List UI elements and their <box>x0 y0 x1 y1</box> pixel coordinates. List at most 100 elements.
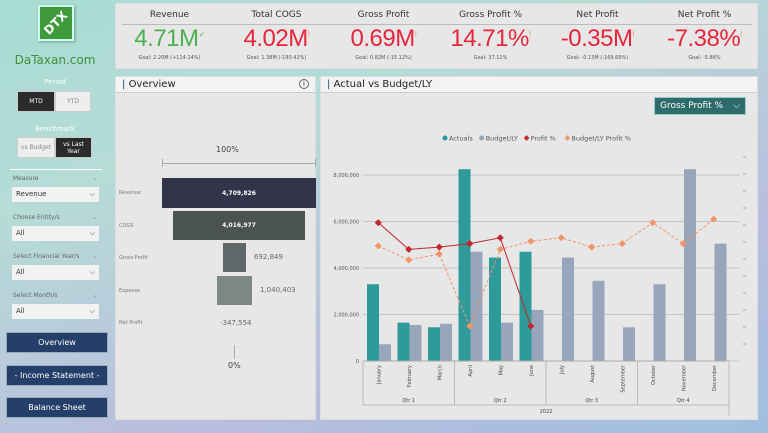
y-tick-label: 8,000,000 <box>334 173 359 179</box>
line-marker <box>649 219 657 227</box>
funnel-label: Net Profit <box>119 320 143 326</box>
funnel-bar-expense[interactable] <box>217 276 252 305</box>
line-marker <box>374 242 382 250</box>
status-icon: ✓ <box>198 30 206 39</box>
slicer-dropdown[interactable]: All ⌵ <box>12 265 99 280</box>
kpi-card: Net Profit % -7.38%! Goal: -5.86% <box>667 10 742 61</box>
funnel-bar-gross-profit[interactable] <box>223 243 246 272</box>
line-marker <box>527 237 535 245</box>
slicer-dropdown[interactable]: All ⌵ <box>12 226 99 241</box>
x-tick-label: January <box>376 365 382 385</box>
bar-budget-ly <box>409 324 422 361</box>
y-tick-label: 2,000,000 <box>334 313 359 319</box>
status-icon: ! <box>528 30 531 39</box>
nav-income-statement-button[interactable]: - Income Statement - <box>6 365 108 386</box>
legend-label: Budget/LY <box>486 135 518 143</box>
chevron-down-icon[interactable]: ⌄ <box>92 174 98 182</box>
slicer-label: Measure <box>13 175 39 182</box>
kpi-card: Total COGS 4.02M! Goal: 1.38M (-190.42%) <box>243 10 310 61</box>
chevron-down-icon: ⌵ <box>89 268 95 276</box>
kpi-strip: Revenue 4.71M✓ Goal: 2.20M (+114.14%) Total… <box>115 3 758 69</box>
funnel-bar-revenue[interactable]: 4,709,826 <box>162 178 316 208</box>
x-tick-label: December <box>712 364 718 391</box>
status-icon: ! <box>414 30 417 39</box>
line-marker <box>496 234 504 242</box>
line-marker <box>374 219 382 227</box>
line-marker <box>679 240 687 248</box>
x-tick-label: November <box>681 364 687 391</box>
bar-budget-ly <box>653 284 666 361</box>
line-marker <box>405 245 413 253</box>
funnel-label: Gross Profit <box>119 255 148 261</box>
line-marker <box>588 243 596 251</box>
combo-chart: 0 2,000,000 4,000,000 6,000,000 8,000,000 Jan… <box>334 135 746 416</box>
legend-label: Actuals <box>449 135 473 143</box>
bar-budget-ly <box>379 344 391 361</box>
bar-budget-ly <box>501 322 513 361</box>
funnel-bottom-label: 0% <box>228 361 241 370</box>
x-tick-label: March <box>437 365 443 380</box>
quarter-label: Qtr 3 <box>585 398 598 404</box>
funnel-label: Revenue <box>119 190 141 196</box>
funnel-value-net-profit: -347,554 <box>220 319 252 327</box>
slicer-dropdown[interactable]: All ⌵ <box>12 304 99 319</box>
chevron-down-icon: ⌵ <box>733 101 740 111</box>
chevron-down-icon: ⌵ <box>89 307 95 315</box>
bar-actuals <box>428 327 440 361</box>
period-label: Period <box>44 78 66 86</box>
chevron-down-icon[interactable]: ⌄ <box>92 252 98 260</box>
quarter-label: Qtr 4 <box>677 398 690 404</box>
funnel-bar-cogs[interactable]: 4,016,977 <box>173 211 305 240</box>
bar-budget-ly <box>623 327 635 361</box>
legend-marker <box>442 135 448 141</box>
funnel-value-expense: 1,040,403 <box>260 286 296 294</box>
x-tick-label: October <box>651 364 657 385</box>
series-line <box>378 218 715 328</box>
nav-balance-sheet-button[interactable]: Balance Sheet <box>6 397 108 418</box>
funnel-value-gross-profit: 692,849 <box>254 253 283 261</box>
bar-actuals <box>367 284 379 361</box>
status-icon: ! <box>740 30 742 39</box>
status-icon: ! <box>307 30 310 39</box>
year-label: 2022 <box>540 409 553 415</box>
x-tick-label: February <box>407 365 413 387</box>
chevron-down-icon: ⌵ <box>89 190 95 198</box>
brand-name: DaTaxan.com <box>14 53 96 67</box>
slicer-label: Choose Entity/s <box>13 214 60 221</box>
bar-actuals <box>519 251 532 361</box>
logo: DTX <box>38 5 74 41</box>
quarter-label: Qtr 2 <box>494 398 507 404</box>
nav-overview-button[interactable]: Overview <box>6 332 108 353</box>
chevron-down-icon[interactable]: ⌄ <box>92 213 98 221</box>
info-icon[interactable]: i <box>299 79 309 89</box>
slicer-label: Select Financial Year/s <box>13 253 80 260</box>
benchmark-ly-toggle[interactable]: vs Last Year <box>55 137 92 158</box>
status-icon: ! <box>632 30 635 39</box>
legend-marker <box>479 135 485 141</box>
measure-dropdown[interactable]: Gross Profit % ⌵ <box>654 97 746 115</box>
x-tick-label: April <box>468 365 474 376</box>
chevron-down-icon[interactable]: ⌄ <box>92 291 98 299</box>
kpi-card: Gross Profit 0.69M! Goal: 0.82M (-15.12%) <box>350 10 417 61</box>
line-marker <box>557 234 565 242</box>
line-marker <box>435 250 443 258</box>
divider <box>10 169 102 170</box>
x-tick-label: July <box>559 365 565 375</box>
chevron-down-icon: ⌵ <box>89 229 95 237</box>
line-marker <box>710 215 718 223</box>
benchmark-label: Benchmark <box>35 125 75 133</box>
benchmark-budget-toggle[interactable]: vs Budget <box>17 137 55 158</box>
bar-actuals <box>397 322 410 361</box>
period-ytd-toggle[interactable]: YTD <box>55 91 91 112</box>
legend-label: Profit % <box>531 135 556 143</box>
period-mtd-toggle[interactable]: MTD <box>17 91 55 112</box>
bar-budget-ly <box>592 280 605 361</box>
legend-marker <box>564 135 571 141</box>
kpi-card: Net Profit -0.35M! Goal: -0.13M (-169.69%) <box>560 10 635 61</box>
x-tick-label: June <box>529 365 535 377</box>
x-tick-label: September <box>620 364 626 393</box>
slicer-dropdown[interactable]: Revenue ⌵ <box>12 187 99 202</box>
kpi-card: Revenue 4.71M✓ Goal: 2.20M (+114.14%) <box>134 10 206 61</box>
y-tick-label: 6,000,000 <box>334 220 359 226</box>
